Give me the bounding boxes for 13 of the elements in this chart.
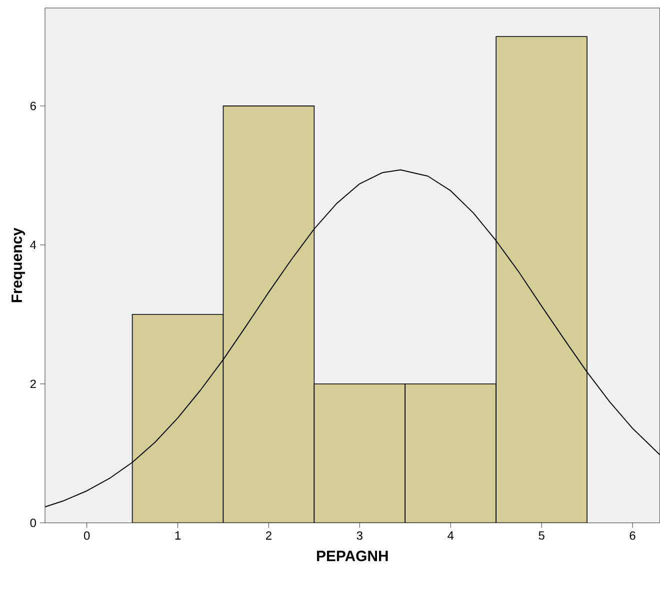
x-tick-label: 4	[448, 531, 454, 540]
x-tick-label: 2	[266, 531, 272, 540]
y-tick-label: 6	[30, 102, 36, 110]
x-tick-label: 3	[356, 531, 362, 540]
x-tick-label: 5	[538, 531, 544, 540]
x-tick-label: 6	[630, 531, 636, 540]
y-tick-label: 2	[30, 380, 36, 388]
x-axis-title: PEPAGNH	[317, 550, 388, 562]
y-tick-label: 0	[30, 518, 36, 528]
x-tick-label: 0	[84, 531, 90, 540]
x-tick-label: 1	[175, 531, 181, 540]
y-tick-label: 4	[30, 240, 36, 250]
y-axis-title: Frequency	[12, 228, 25, 302]
